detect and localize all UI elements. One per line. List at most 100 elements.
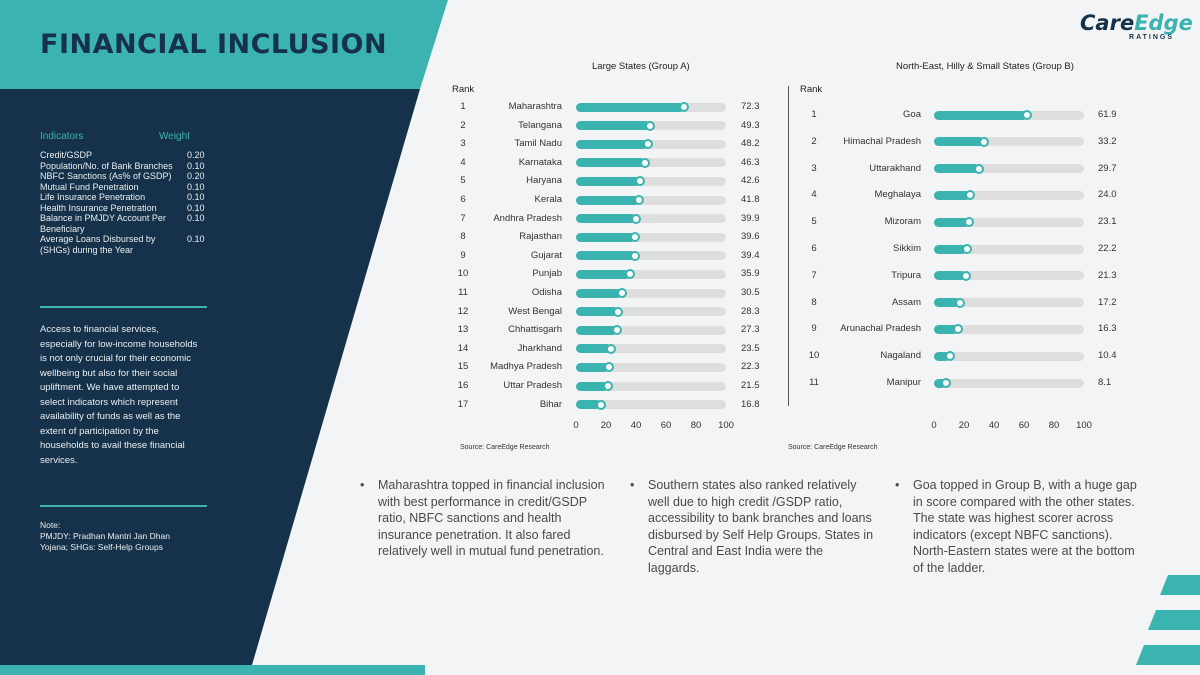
- x-tick-label: 20: [600, 420, 612, 431]
- state-label: Karnataka: [518, 156, 562, 168]
- value-label: 49.3: [741, 119, 760, 131]
- value-label: 29.7: [1098, 162, 1117, 174]
- divider-bottom: [40, 505, 207, 507]
- bar: [934, 190, 970, 200]
- logo-brand-a: Care: [1080, 11, 1135, 35]
- bar-track: [934, 190, 1084, 200]
- rank-number: 4: [460, 156, 466, 168]
- chart-title: North-East, Hilly & Small States (Group …: [896, 61, 1074, 72]
- bullet-3: • Goa topped in Group B, with a huge gap…: [895, 477, 1143, 577]
- state-label: Madhya Pradesh: [490, 361, 562, 373]
- logo-sub: RATINGS: [1129, 34, 1174, 41]
- state-label: Nagaland: [880, 350, 921, 362]
- bar-track: [576, 307, 726, 317]
- bar-marker: [978, 136, 989, 147]
- bar-track: [576, 158, 726, 168]
- bar: [934, 298, 960, 308]
- indicator-weight: 0.10: [187, 202, 205, 213]
- bar-track: [576, 288, 726, 298]
- rank-header: Rank: [800, 84, 823, 95]
- rank-number: 1: [811, 109, 817, 120]
- indicator-row: Balance in PMJDY Account Per Beneficiary…: [40, 213, 215, 234]
- state-label: Gujarat: [530, 249, 562, 261]
- state-label: Himachal Pradesh: [843, 135, 921, 147]
- chart-separator-line: [788, 86, 789, 406]
- x-tick-label: 0: [573, 420, 579, 431]
- indicator-weight: 0.10: [187, 181, 205, 192]
- indicator-list: Credit/GSDP 0.20 Population/No. of Bank Br…: [40, 150, 215, 255]
- rank-number: 3: [460, 138, 466, 150]
- bar-track: [576, 232, 726, 242]
- indicator-weight: 0.10: [187, 234, 205, 244]
- indicator-weight: 0.10: [187, 192, 205, 202]
- rank-number: 5: [811, 216, 817, 228]
- bar: [934, 137, 984, 147]
- state-label: Goa: [903, 109, 921, 120]
- rank-number: 2: [811, 135, 817, 147]
- bar-marker: [965, 190, 975, 201]
- value-label: 17.2: [1098, 296, 1117, 308]
- x-tick-label: 0: [931, 420, 937, 431]
- bar-marker: [630, 250, 641, 261]
- indicator-weight: 0.20: [187, 171, 205, 181]
- bar-track: [576, 400, 726, 410]
- rank-number: 14: [457, 342, 469, 354]
- value-label: 23.1: [1098, 216, 1117, 228]
- state-label: Uttarakhand: [869, 162, 921, 174]
- bullet-3-mark: •: [895, 478, 900, 492]
- value-label: 24.0: [1098, 189, 1117, 201]
- x-tick-label: 80: [1048, 420, 1060, 431]
- bar-track: [934, 244, 1084, 254]
- bar-marker: [973, 163, 984, 174]
- value-label: 28.3: [741, 305, 760, 317]
- source-note: Source: CareEdge Research: [788, 444, 878, 451]
- indicator-row: Life Insurance Penetration 0.10: [40, 192, 215, 203]
- bar: [576, 288, 622, 298]
- bar-marker: [944, 351, 955, 362]
- bar: [934, 324, 959, 334]
- bar-marker: [679, 102, 690, 112]
- state-label: Odisha: [531, 287, 562, 298]
- indicator-name: Balance in PMJDY Account Per Beneficiary: [40, 213, 166, 234]
- value-label: 16.3: [1098, 323, 1117, 335]
- bar-track: [934, 217, 1084, 227]
- x-tick-label: 40: [630, 420, 642, 431]
- rank-number: 9: [811, 323, 817, 335]
- rank-number: 6: [460, 194, 466, 205]
- x-tick-label: 100: [718, 420, 734, 431]
- rank-header: Rank: [452, 84, 475, 95]
- indicator-row: Average Loans Disbursed by (SHGs) during…: [40, 234, 215, 255]
- bar-track: [934, 298, 1084, 308]
- description-text: Access to financial services, especially…: [40, 324, 198, 466]
- careedge-logo: CareEdge RATINGS: [1080, 11, 1193, 41]
- rank-number: 8: [460, 231, 466, 243]
- state-label: Andhra Pradesh: [493, 212, 562, 224]
- deco-stripe-1: [1160, 575, 1200, 595]
- state-label: Haryana: [526, 175, 562, 187]
- bar-track: [576, 269, 726, 279]
- bar-marker: [941, 378, 952, 388]
- bar-marker: [953, 324, 964, 335]
- bar-track: [576, 362, 726, 372]
- state-label: Mizoram: [884, 216, 921, 228]
- bullet-1-text: Maharashtra topped in financial inclusio…: [378, 478, 605, 559]
- bar: [576, 362, 610, 372]
- rank-number: 15: [457, 361, 469, 373]
- bar-track: [934, 271, 1084, 281]
- bar-track: [576, 344, 726, 354]
- value-label: 48.2: [741, 138, 760, 150]
- title-banner: [0, 0, 448, 89]
- bar-marker: [954, 297, 965, 308]
- value-label: 21.3: [1098, 269, 1117, 281]
- bar-track: [934, 324, 1084, 334]
- indicator-name: Mutual Fund Penetration: [40, 181, 139, 192]
- value-label: 8.1: [1098, 377, 1112, 388]
- bar: [576, 176, 640, 186]
- bar: [576, 381, 609, 391]
- note-title: Note:: [40, 520, 61, 530]
- bar-marker: [960, 270, 971, 281]
- value-label: 22.3: [741, 361, 760, 373]
- state-label: Telangana: [518, 119, 562, 131]
- indicator-name: Average Loans Disbursed by (SHGs) during…: [40, 234, 156, 255]
- divider-top: [40, 306, 207, 308]
